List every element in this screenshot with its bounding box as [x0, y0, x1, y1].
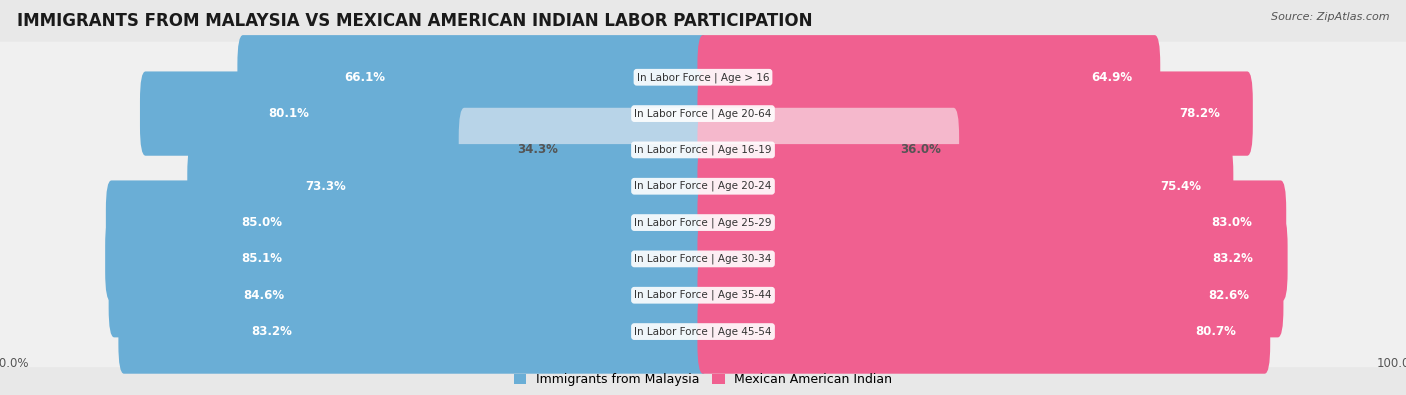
FancyBboxPatch shape — [697, 108, 959, 192]
FancyBboxPatch shape — [0, 150, 1406, 222]
FancyBboxPatch shape — [187, 144, 709, 228]
FancyBboxPatch shape — [141, 71, 709, 156]
FancyBboxPatch shape — [105, 217, 709, 301]
Text: IMMIGRANTS FROM MALAYSIA VS MEXICAN AMERICAN INDIAN LABOR PARTICIPATION: IMMIGRANTS FROM MALAYSIA VS MEXICAN AMER… — [17, 12, 813, 30]
Text: 75.4%: 75.4% — [1160, 180, 1202, 193]
Text: In Labor Force | Age 30-34: In Labor Force | Age 30-34 — [634, 254, 772, 264]
FancyBboxPatch shape — [238, 35, 709, 119]
Text: In Labor Force | Age 45-54: In Labor Force | Age 45-54 — [634, 326, 772, 337]
Text: 83.2%: 83.2% — [252, 325, 292, 338]
Text: 82.6%: 82.6% — [1208, 289, 1249, 302]
FancyBboxPatch shape — [697, 253, 1284, 337]
Text: 66.1%: 66.1% — [344, 71, 385, 84]
Text: Source: ZipAtlas.com: Source: ZipAtlas.com — [1271, 12, 1389, 22]
FancyBboxPatch shape — [0, 78, 1406, 149]
Text: 36.0%: 36.0% — [900, 143, 941, 156]
FancyBboxPatch shape — [697, 71, 1253, 156]
FancyBboxPatch shape — [697, 144, 1233, 228]
Text: In Labor Force | Age 16-19: In Labor Force | Age 16-19 — [634, 145, 772, 155]
FancyBboxPatch shape — [697, 217, 1288, 301]
Text: 80.1%: 80.1% — [269, 107, 309, 120]
FancyBboxPatch shape — [105, 181, 709, 265]
Text: In Labor Force | Age 20-64: In Labor Force | Age 20-64 — [634, 108, 772, 119]
FancyBboxPatch shape — [0, 260, 1406, 331]
FancyBboxPatch shape — [0, 114, 1406, 186]
Text: In Labor Force | Age > 16: In Labor Force | Age > 16 — [637, 72, 769, 83]
FancyBboxPatch shape — [458, 108, 709, 192]
Text: In Labor Force | Age 20-24: In Labor Force | Age 20-24 — [634, 181, 772, 192]
Text: 34.3%: 34.3% — [517, 143, 558, 156]
FancyBboxPatch shape — [118, 290, 709, 374]
Text: 85.0%: 85.0% — [242, 216, 283, 229]
FancyBboxPatch shape — [0, 223, 1406, 295]
Text: 85.1%: 85.1% — [240, 252, 283, 265]
Text: 80.7%: 80.7% — [1195, 325, 1236, 338]
Text: 64.9%: 64.9% — [1091, 71, 1132, 84]
Text: 73.3%: 73.3% — [305, 180, 346, 193]
Text: In Labor Force | Age 25-29: In Labor Force | Age 25-29 — [634, 217, 772, 228]
Text: 78.2%: 78.2% — [1180, 107, 1220, 120]
Text: 83.2%: 83.2% — [1212, 252, 1253, 265]
FancyBboxPatch shape — [0, 187, 1406, 258]
FancyBboxPatch shape — [0, 41, 1406, 113]
FancyBboxPatch shape — [697, 290, 1270, 374]
Text: 83.0%: 83.0% — [1211, 216, 1251, 229]
FancyBboxPatch shape — [697, 35, 1160, 119]
FancyBboxPatch shape — [0, 296, 1406, 367]
Text: 84.6%: 84.6% — [243, 289, 285, 302]
FancyBboxPatch shape — [108, 253, 709, 337]
Text: In Labor Force | Age 35-44: In Labor Force | Age 35-44 — [634, 290, 772, 301]
Legend: Immigrants from Malaysia, Mexican American Indian: Immigrants from Malaysia, Mexican Americ… — [513, 374, 893, 386]
FancyBboxPatch shape — [697, 181, 1286, 265]
